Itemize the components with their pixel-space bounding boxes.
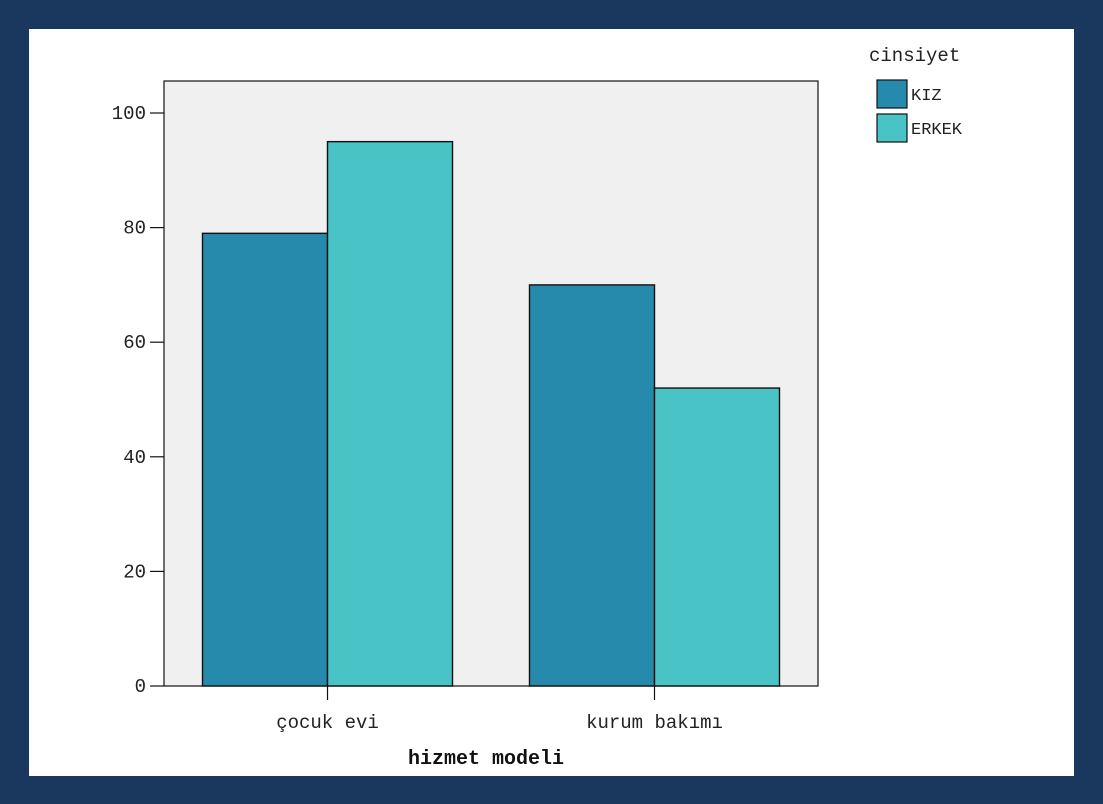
legend-swatch-erkek [876,113,908,143]
x-tick-label: çocuk evi [276,712,379,734]
bar-kiz-0 [201,232,329,687]
y-tick-label: 0 [135,676,146,698]
y-tick-label: 80 [123,218,146,240]
legend-title: cinsiyet [869,45,960,67]
y-tick-label: 60 [123,332,146,354]
chart-frame: 0 20 40 60 80 100 çocuk evi kurum bakımı hizme… [29,29,1074,776]
y-tick-label: 100 [112,103,146,125]
bar-erkek-1 [653,387,781,687]
y-tick-label: 20 [123,561,146,583]
legend-label-erkek: ERKEK [911,121,963,140]
bar-erkek-0 [326,140,454,687]
x-tick-label: kurum bakımı [586,712,723,734]
legend-label-kiz: KIZ [911,87,942,106]
bar-kiz-1 [528,284,656,687]
y-tick-label: 40 [123,447,146,469]
legend-swatch-kiz [876,79,908,109]
bar-chart: 0 20 40 60 80 100 çocuk evi kurum bakımı hizme… [112,45,963,771]
legend: cinsiyet KIZ ERKEK [869,45,963,143]
x-axis-title: hizmet modeli [408,748,564,771]
